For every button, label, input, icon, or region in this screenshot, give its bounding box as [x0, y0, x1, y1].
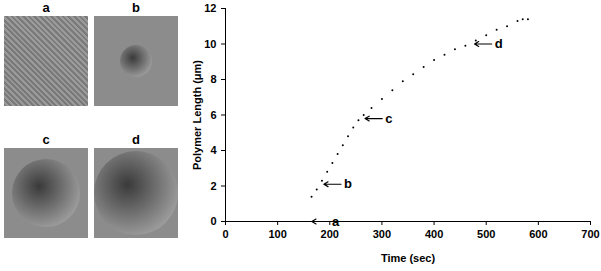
- svg-text:200: 200: [321, 228, 339, 240]
- svg-text:0: 0: [210, 215, 216, 227]
- svg-text:12: 12: [204, 2, 216, 14]
- svg-text:700: 700: [581, 228, 599, 240]
- svg-text:400: 400: [425, 228, 443, 240]
- svg-text:600: 600: [529, 228, 547, 240]
- svg-text:c: c: [385, 111, 392, 126]
- svg-text:b: b: [344, 176, 352, 191]
- html-text:b: b: [132, 0, 140, 15]
- svg-text:2: 2: [210, 180, 216, 192]
- svg-text:500: 500: [477, 228, 495, 240]
- svg-text:4: 4: [210, 144, 217, 156]
- svg-text:100: 100: [268, 228, 286, 240]
- html-text:a: a: [42, 0, 50, 15]
- svg-text:a: a: [332, 214, 340, 229]
- svg-text:0: 0: [222, 228, 228, 240]
- svg-text:8: 8: [210, 73, 216, 85]
- html-text:c: c: [42, 132, 50, 147]
- svg-text:Polymer Length (μm): Polymer Length (μm): [191, 60, 203, 170]
- html-text:d: d: [132, 132, 140, 147]
- svg-text:Time (sec): Time (sec): [381, 252, 436, 264]
- svg-text:6: 6: [210, 109, 216, 121]
- svg-text:d: d: [495, 36, 503, 51]
- svg-text:300: 300: [373, 228, 391, 240]
- svg-text:10: 10: [204, 38, 216, 50]
